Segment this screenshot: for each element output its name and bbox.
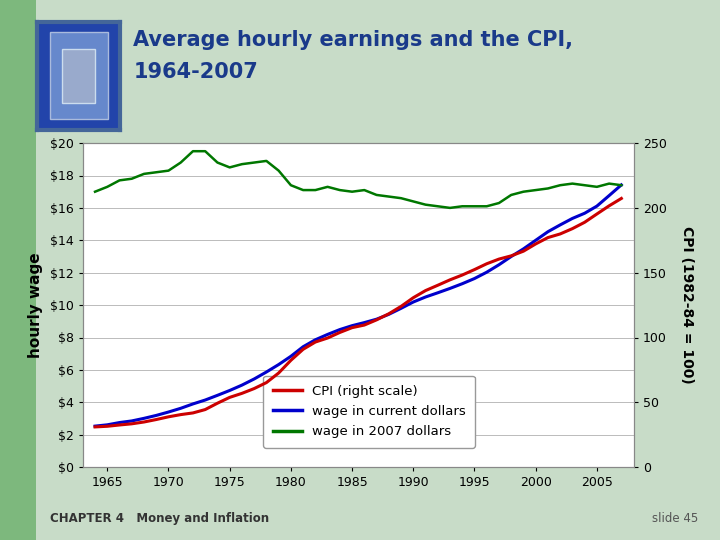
Text: Average hourly earnings and the CPI,: Average hourly earnings and the CPI,	[133, 30, 573, 50]
Bar	[50, 32, 108, 119]
Text: CHAPTER 4   Money and Inflation: CHAPTER 4 Money and Inflation	[50, 512, 269, 525]
Text: 1964-2007: 1964-2007	[133, 62, 258, 82]
Y-axis label: CPI (1982-84 = 100): CPI (1982-84 = 100)	[680, 226, 694, 384]
Text: slide 45: slide 45	[652, 512, 698, 525]
Y-axis label: hourly wage: hourly wage	[28, 252, 43, 358]
Bar	[63, 49, 95, 103]
Legend: CPI (right scale), wage in current dollars, wage in 2007 dollars: CPI (right scale), wage in current dolla…	[264, 375, 475, 448]
